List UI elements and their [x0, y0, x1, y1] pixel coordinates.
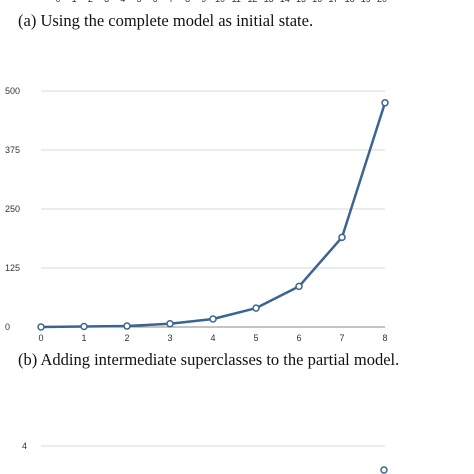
- top-tick-label: 5: [136, 0, 141, 4]
- x-tick-label: 6: [296, 333, 301, 343]
- data-point: [295, 282, 303, 291]
- series-line: [40, 102, 387, 329]
- caption-b: (b) Adding intermediate superclasses to …: [18, 350, 400, 369]
- caption-a: (a) Using the complete model as initial …: [18, 11, 314, 30]
- top-tick-label: 10: [215, 0, 225, 4]
- y-tick-label: 500: [5, 86, 20, 96]
- top-chart-x-axis-ticks: 01234567891011121314151617181920: [0, 0, 474, 6]
- data-point: [166, 319, 174, 328]
- x-tick-label: 8: [382, 333, 387, 343]
- top-tick-label: 6: [153, 0, 158, 4]
- top-tick-label: 18: [345, 0, 355, 4]
- top-tick-label: 14: [280, 0, 290, 4]
- y-tick-label: 250: [5, 204, 20, 214]
- top-tick-label: 19: [361, 0, 371, 4]
- y-tick-label: 125: [5, 263, 20, 273]
- top-tick-label: 0: [55, 0, 60, 4]
- data-point: [80, 322, 88, 331]
- top-tick-label: 13: [264, 0, 274, 4]
- top-tick-label: 9: [201, 0, 206, 4]
- top-tick-label: 4: [120, 0, 125, 4]
- x-tick-label: 5: [253, 333, 258, 343]
- data-point: [381, 99, 389, 107]
- x-tick-label: 0: [38, 333, 43, 343]
- top-tick-label: 3: [104, 0, 109, 4]
- top-tick-label: 12: [247, 0, 257, 4]
- data-point: [123, 322, 131, 330]
- data-point: [209, 315, 217, 323]
- data-point: [252, 304, 260, 312]
- x-tick-label: 2: [124, 333, 129, 343]
- y-tick-label: 4: [22, 441, 27, 451]
- y-tick-label: 0: [5, 322, 10, 332]
- top-tick-label: 17: [328, 0, 338, 4]
- top-tick-label: 15: [296, 0, 306, 4]
- top-tick-label: 11: [232, 0, 241, 4]
- x-tick-label: 4: [210, 333, 215, 343]
- x-tick-label: 1: [81, 333, 86, 343]
- top-tick-label: 20: [377, 0, 387, 4]
- data-point: [37, 323, 45, 331]
- top-tick-label: 8: [185, 0, 190, 4]
- top-tick-label: 2: [88, 0, 93, 4]
- x-tick-label: 7: [339, 333, 344, 343]
- top-tick-label: 7: [169, 0, 174, 4]
- data-point: [338, 233, 346, 242]
- top-tick-label: 16: [312, 0, 322, 4]
- y-tick-label: 375: [5, 145, 20, 155]
- top-tick-label: 1: [72, 0, 77, 4]
- data-point: [380, 466, 388, 474]
- x-tick-label: 3: [167, 333, 172, 343]
